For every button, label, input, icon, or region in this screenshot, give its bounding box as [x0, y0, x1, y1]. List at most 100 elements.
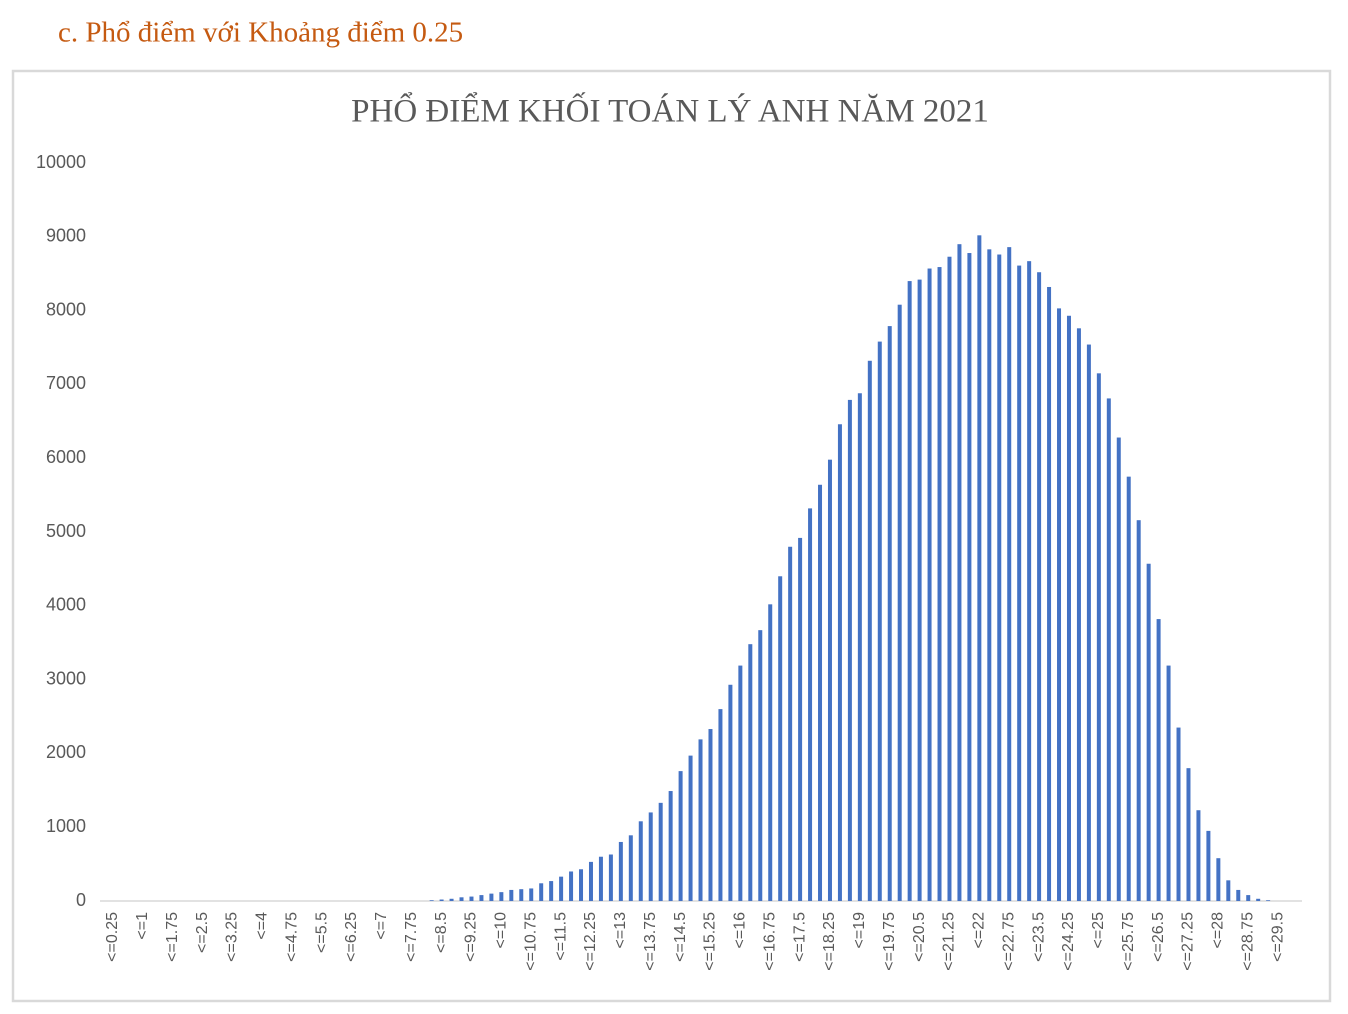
bar: [668, 791, 673, 901]
bar: [1266, 900, 1271, 901]
bar: [1186, 768, 1191, 901]
y-tick-label: 5000: [46, 521, 86, 541]
y-tick-label: 0: [76, 890, 86, 910]
bar: [1246, 895, 1251, 901]
bar: [1017, 265, 1022, 901]
bar: [997, 254, 1002, 902]
y-tick-label: 4000: [46, 595, 86, 615]
x-tick-label: <=27.25: [1180, 912, 1197, 971]
bar: [618, 841, 623, 901]
bar: [718, 709, 723, 901]
bar: [837, 424, 842, 901]
bar: [1236, 889, 1241, 901]
bar: [798, 537, 803, 901]
x-tick-label: <=14.5: [672, 912, 689, 962]
x-tick-label: <=23.5: [1030, 912, 1047, 962]
bar: [977, 235, 982, 902]
bar: [579, 869, 584, 901]
bar: [867, 360, 872, 901]
bar: [947, 256, 952, 901]
x-tick-label: <=8.5: [433, 912, 450, 953]
bar: [648, 812, 653, 901]
bar: [808, 508, 813, 901]
bar: [1216, 858, 1221, 901]
bar: [1136, 520, 1141, 901]
bar: [529, 888, 534, 901]
bar: [827, 459, 832, 901]
x-tick-label: <=16.75: [761, 912, 778, 971]
bar: [1106, 398, 1111, 901]
bar: [449, 898, 454, 901]
bar: [907, 281, 912, 902]
bar: [1066, 315, 1071, 901]
y-tick-label: 6000: [46, 447, 86, 467]
bar: [1116, 437, 1121, 901]
bar: [1027, 261, 1032, 901]
bar: [957, 244, 962, 901]
bar: [688, 755, 693, 901]
bar: [1146, 563, 1151, 901]
bar: [927, 268, 932, 901]
bar: [1076, 328, 1081, 901]
bar: [708, 729, 713, 901]
bar: [1086, 344, 1091, 902]
bar: [1166, 665, 1171, 901]
x-tick-label: <=15.25: [702, 912, 719, 971]
heading: c. Phổ điểm với Khoảng điểm 0.25: [58, 17, 463, 49]
bar: [519, 889, 524, 901]
x-tick-label: <=7: [373, 912, 390, 940]
bar: [788, 546, 793, 901]
bar: [1047, 286, 1052, 901]
x-tick-label: <=26.5: [1150, 912, 1167, 962]
bar: [539, 883, 544, 901]
x-tick-label: <=9.25: [463, 912, 480, 962]
bar: [1196, 810, 1201, 901]
x-tick-label: <=7.75: [403, 912, 420, 962]
x-tick-label: <=29.5: [1269, 912, 1286, 962]
bar: [429, 900, 434, 901]
bar: [459, 897, 464, 901]
bar: [1256, 898, 1261, 901]
bar: [748, 644, 753, 901]
x-tick-label: <=16: [732, 912, 749, 949]
bar: [439, 899, 444, 901]
bar: [818, 484, 823, 901]
x-tick-label: <=13: [612, 912, 629, 949]
bar: [738, 665, 743, 901]
y-tick-label: 2000: [46, 742, 86, 762]
bar: [758, 630, 763, 901]
bar: [1037, 272, 1042, 901]
x-tick-label: <=24.25: [1060, 912, 1077, 971]
bar: [489, 893, 494, 901]
bar: [678, 771, 683, 901]
x-tick-label: <=22.75: [1000, 912, 1017, 971]
bar: [1057, 308, 1062, 901]
y-tick-label: 8000: [46, 299, 86, 319]
x-tick-label: <=19: [851, 912, 868, 949]
x-tick-label: <=17.5: [791, 912, 808, 962]
x-tick-label: <=0.25: [104, 912, 121, 962]
bar: [768, 604, 773, 901]
bar: [1156, 619, 1161, 901]
y-tick-label: 3000: [46, 668, 86, 688]
bar: [967, 253, 972, 901]
x-tick-label: <=5.5: [313, 912, 330, 953]
bar: [509, 889, 514, 901]
bar: [628, 835, 633, 901]
y-tick-label: 7000: [46, 373, 86, 393]
y-tick-label: 9000: [46, 226, 86, 246]
x-tick-label: <=25.75: [1120, 912, 1137, 971]
bar: [658, 802, 663, 901]
bar: [469, 896, 474, 901]
bar: [698, 739, 703, 901]
x-tick-label: <=28: [1210, 912, 1227, 949]
bar: [549, 881, 554, 901]
x-tick-label: <=2.5: [194, 912, 211, 953]
bar: [1206, 830, 1211, 901]
bar: [728, 684, 733, 901]
x-tick-label: <=12.25: [582, 912, 599, 971]
y-tick-label: 10000: [36, 152, 86, 172]
bar: [887, 326, 892, 901]
